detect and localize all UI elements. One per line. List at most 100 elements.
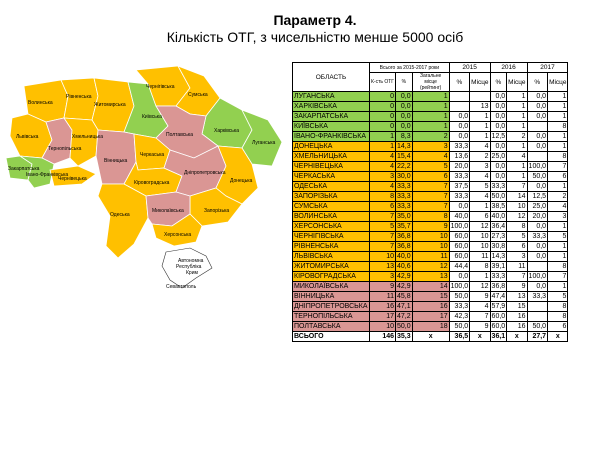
- table-body: ЛУГАНСЬКА 0 0,0 1 0,0 1 0,0 1 ХАРКІВСЬКА 0 0,0 1 13 0…: [292, 91, 569, 342]
- cell-name: ІВАНО-ФРАНКІВСЬКА: [292, 131, 370, 142]
- map-label-zakarpatska: Закарпатська: [8, 166, 40, 172]
- cell-m15: 12: [469, 221, 491, 232]
- page-title: Параметр 4. Кількість ОТГ, з чисельністю…: [0, 12, 600, 46]
- cell-p16: 36,8: [489, 281, 508, 292]
- cell-m16: 8: [506, 221, 528, 232]
- cell-p16: 25,0: [489, 151, 508, 162]
- map-label-zaporizka: Запорізька: [204, 208, 229, 214]
- cell-m15: [469, 91, 491, 102]
- total-p16: 36,1: [489, 331, 508, 342]
- cell-p15: 33,3: [448, 171, 471, 182]
- region-chernivetska: [49, 165, 97, 187]
- cell-pct: 33,3: [395, 201, 413, 212]
- cell-name: ЛУГАНСЬКА: [292, 91, 370, 102]
- cell-p17: 50,0: [526, 321, 549, 332]
- total-cnt: 146: [368, 331, 397, 342]
- table-row: ЗАКАРПАТСЬКА 0 0,0 1 0,0 1 0,0 1 0,0 1: [292, 111, 569, 122]
- cell-pct: 36,8: [395, 241, 413, 252]
- cell-name: ЧЕРНІВЕЦЬКА: [292, 161, 370, 172]
- cell-pct: 45,8: [395, 291, 413, 302]
- cell-pct: 33,3: [395, 181, 413, 192]
- cell-m15: 10: [469, 241, 491, 252]
- cell-p15: 60,0: [448, 241, 471, 252]
- cell-p16: 39,1: [489, 261, 508, 272]
- cell-rank: 2: [411, 131, 450, 142]
- cell-p17: 0,0: [526, 181, 549, 192]
- table-row: ІВАНО-ФРАНКІВСЬКА 1 8,3 2 0,0 1 12,5 2 0,0 1: [292, 131, 569, 142]
- cell-m17: 1: [547, 181, 569, 192]
- cell-name: ДНІПРОПЕТРОВСЬКА: [292, 301, 370, 312]
- cell-pct: 36,8: [395, 231, 413, 242]
- cell-name: РІВНЕНСЬКА: [292, 241, 370, 252]
- cell-p15: 50,0: [448, 291, 471, 302]
- total-m15: х: [469, 331, 491, 342]
- header-2015-place: Місце: [469, 72, 491, 92]
- cell-p15: 0,0: [448, 121, 471, 132]
- cell-cnt: 4: [368, 181, 397, 192]
- cell-name: ВІННИЦЬКА: [292, 291, 370, 302]
- cell-rank: 1: [411, 101, 450, 112]
- cell-p16: 14,3: [489, 251, 508, 262]
- cell-p15: [448, 101, 471, 112]
- cell-m16: 1: [506, 141, 528, 152]
- cell-p17: 0,0: [526, 221, 549, 232]
- cell-m17: 7: [547, 161, 569, 172]
- map-label-lvivska: Львівська: [16, 134, 39, 140]
- cell-p15: 0,0: [448, 111, 471, 122]
- map-label-poltavska: Полтавська: [166, 132, 193, 138]
- cell-pct: 47,2: [395, 311, 413, 322]
- cell-m16: 16: [506, 311, 528, 322]
- cell-m15: 1: [469, 121, 491, 132]
- cell-pct: 40,6: [395, 261, 413, 272]
- cell-cnt: 0: [368, 91, 397, 102]
- cell-m16: 3: [506, 251, 528, 262]
- cell-name: ЧЕРКАСЬКА: [292, 171, 370, 182]
- cell-p17: [526, 121, 549, 132]
- cell-pct: 0,0: [395, 121, 413, 132]
- cell-rank: 9: [411, 221, 450, 232]
- header-oblast: ОБЛАСТЬ: [292, 62, 370, 92]
- total-pct: 35,3: [395, 331, 413, 342]
- cell-cnt: 10: [368, 251, 397, 262]
- cell-m17: 7: [547, 271, 569, 282]
- cell-m17: 1: [547, 101, 569, 112]
- table-row: СУМСЬКА 6 33,3 7 0,0 1 38,5 10 25,0 4: [292, 201, 569, 212]
- cell-pct: 0,0: [395, 91, 413, 102]
- cell-m15: 8: [469, 261, 491, 272]
- ukraine-map-svg: Волинська Рівненська Житомирська Київськ…: [5, 65, 283, 290]
- cell-m16: 7: [506, 181, 528, 192]
- cell-p16: 57,9: [489, 301, 508, 312]
- cell-rank: 4: [411, 151, 450, 162]
- cell-p15: 60,0: [448, 251, 471, 262]
- map-label-kharkivska: Харківська: [214, 128, 239, 134]
- cell-p16: 0,0: [489, 121, 508, 132]
- region-odeska: [97, 183, 149, 259]
- cell-pct: 14,3: [395, 141, 413, 152]
- cell-cnt: 5: [368, 221, 397, 232]
- table-row: ХАРКІВСЬКА 0 0,0 1 13 0,0 1 0,0 1: [292, 101, 569, 112]
- cell-m17: 8: [547, 301, 569, 312]
- cell-p15: 33,3: [448, 141, 471, 152]
- cell-m17: 1: [547, 221, 569, 232]
- cell-name: ЖИТОМИРСЬКА: [292, 261, 370, 272]
- table-row: ХМЕЛЬНИЦЬКА 4 15,4 4 13,6 2 25,0 4 8: [292, 151, 569, 162]
- cell-m17: 2: [547, 191, 569, 202]
- cell-name: ХМЕЛЬНИЦЬКА: [292, 151, 370, 162]
- map-label-zhytomyrska: Житомирська: [94, 102, 126, 108]
- cell-p16: 0,0: [489, 91, 508, 102]
- table-row: ПОЛТАВСЬКА 10 50,0 18 50,0 9 60,0 16 50,0 6: [292, 321, 569, 332]
- header-pct: %: [395, 72, 413, 92]
- header-2015-pct: %: [448, 72, 471, 92]
- cell-rank: 7: [411, 181, 450, 192]
- cell-m17: 4: [547, 201, 569, 212]
- cell-m15: 13: [469, 101, 491, 112]
- cell-m15: 2: [469, 151, 491, 162]
- map-label-luhanska: Луганська: [252, 140, 275, 146]
- cell-pct: 42,9: [395, 271, 413, 282]
- cell-p16: 27,3: [489, 231, 508, 242]
- cell-m16: 1: [506, 111, 528, 122]
- cell-p16: 33,3: [489, 271, 508, 282]
- cell-name: ХЕРСОНСЬКА: [292, 221, 370, 232]
- map-label-khersonska: Херсонська: [164, 232, 191, 238]
- cell-p15: 50,0: [448, 321, 471, 332]
